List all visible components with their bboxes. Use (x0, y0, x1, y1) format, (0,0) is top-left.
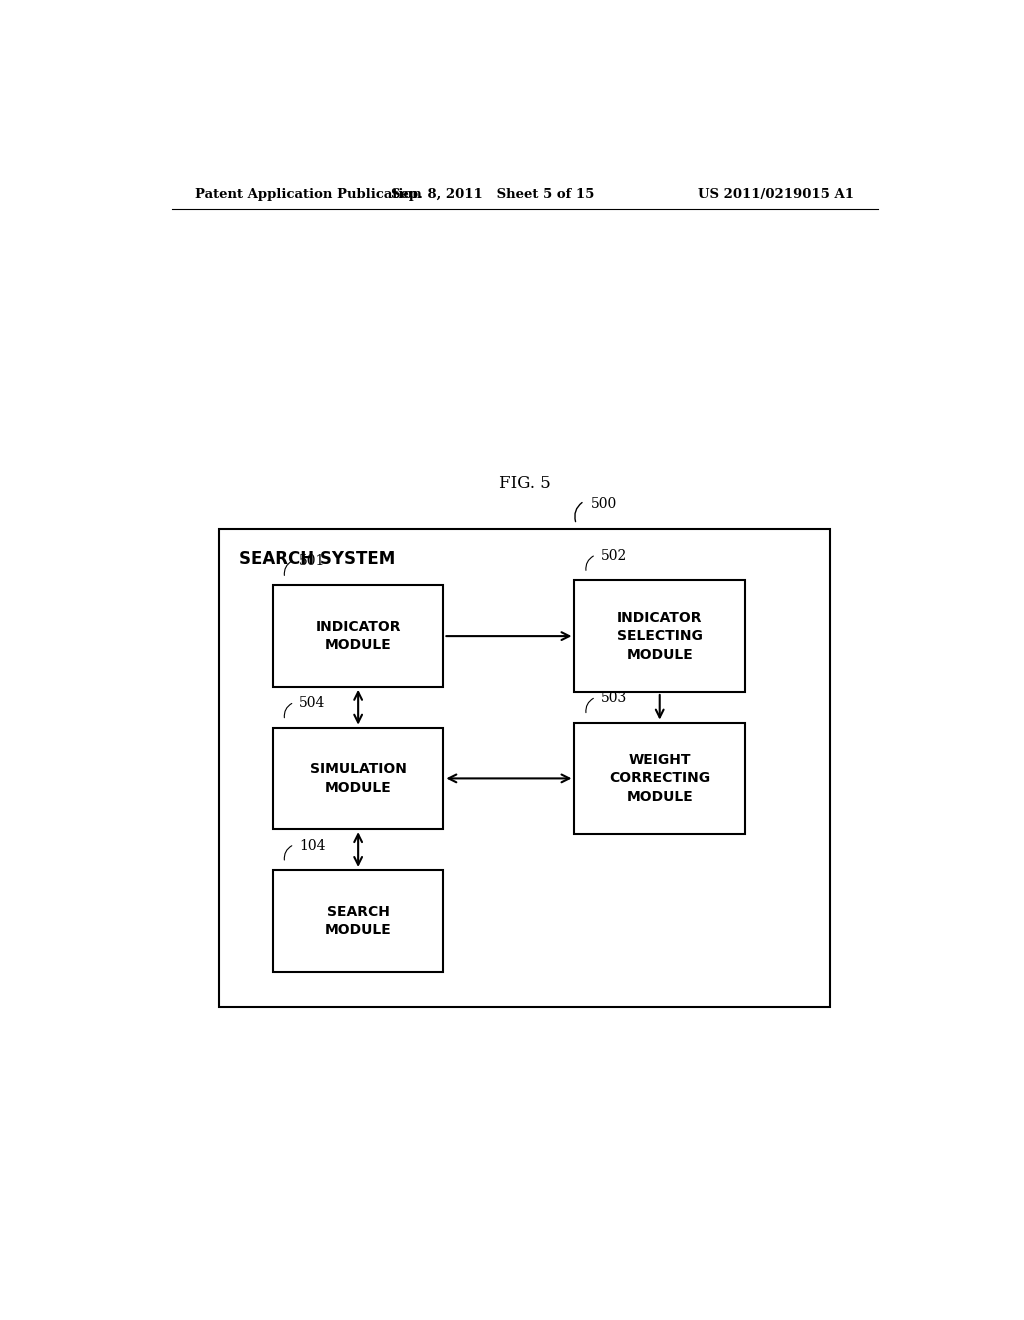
Text: SIMULATION
MODULE: SIMULATION MODULE (309, 762, 407, 795)
Text: SEARCH SYSTEM: SEARCH SYSTEM (240, 549, 395, 568)
Bar (574, 581, 745, 692)
Text: 502: 502 (601, 549, 627, 562)
Text: US 2011/0219015 A1: US 2011/0219015 A1 (698, 189, 854, 202)
Text: Patent Application Publication: Patent Application Publication (196, 189, 422, 202)
Text: 501: 501 (299, 554, 326, 568)
Bar (574, 722, 745, 834)
Bar (272, 870, 443, 972)
Text: INDICATOR
SELECTING
MODULE: INDICATOR SELECTING MODULE (616, 611, 702, 661)
Text: Sep. 8, 2011   Sheet 5 of 15: Sep. 8, 2011 Sheet 5 of 15 (391, 189, 595, 202)
Bar (272, 585, 443, 686)
Text: SEARCH
MODULE: SEARCH MODULE (325, 904, 391, 937)
Text: 503: 503 (601, 692, 627, 705)
Bar (219, 529, 830, 1007)
Text: 500: 500 (591, 498, 616, 511)
Text: INDICATOR
MODULE: INDICATOR MODULE (315, 620, 400, 652)
Text: WEIGHT
CORRECTING
MODULE: WEIGHT CORRECTING MODULE (609, 752, 711, 804)
Text: 104: 104 (299, 838, 326, 853)
Text: 504: 504 (299, 697, 326, 710)
Bar (272, 727, 443, 829)
Text: FIG. 5: FIG. 5 (499, 475, 551, 492)
